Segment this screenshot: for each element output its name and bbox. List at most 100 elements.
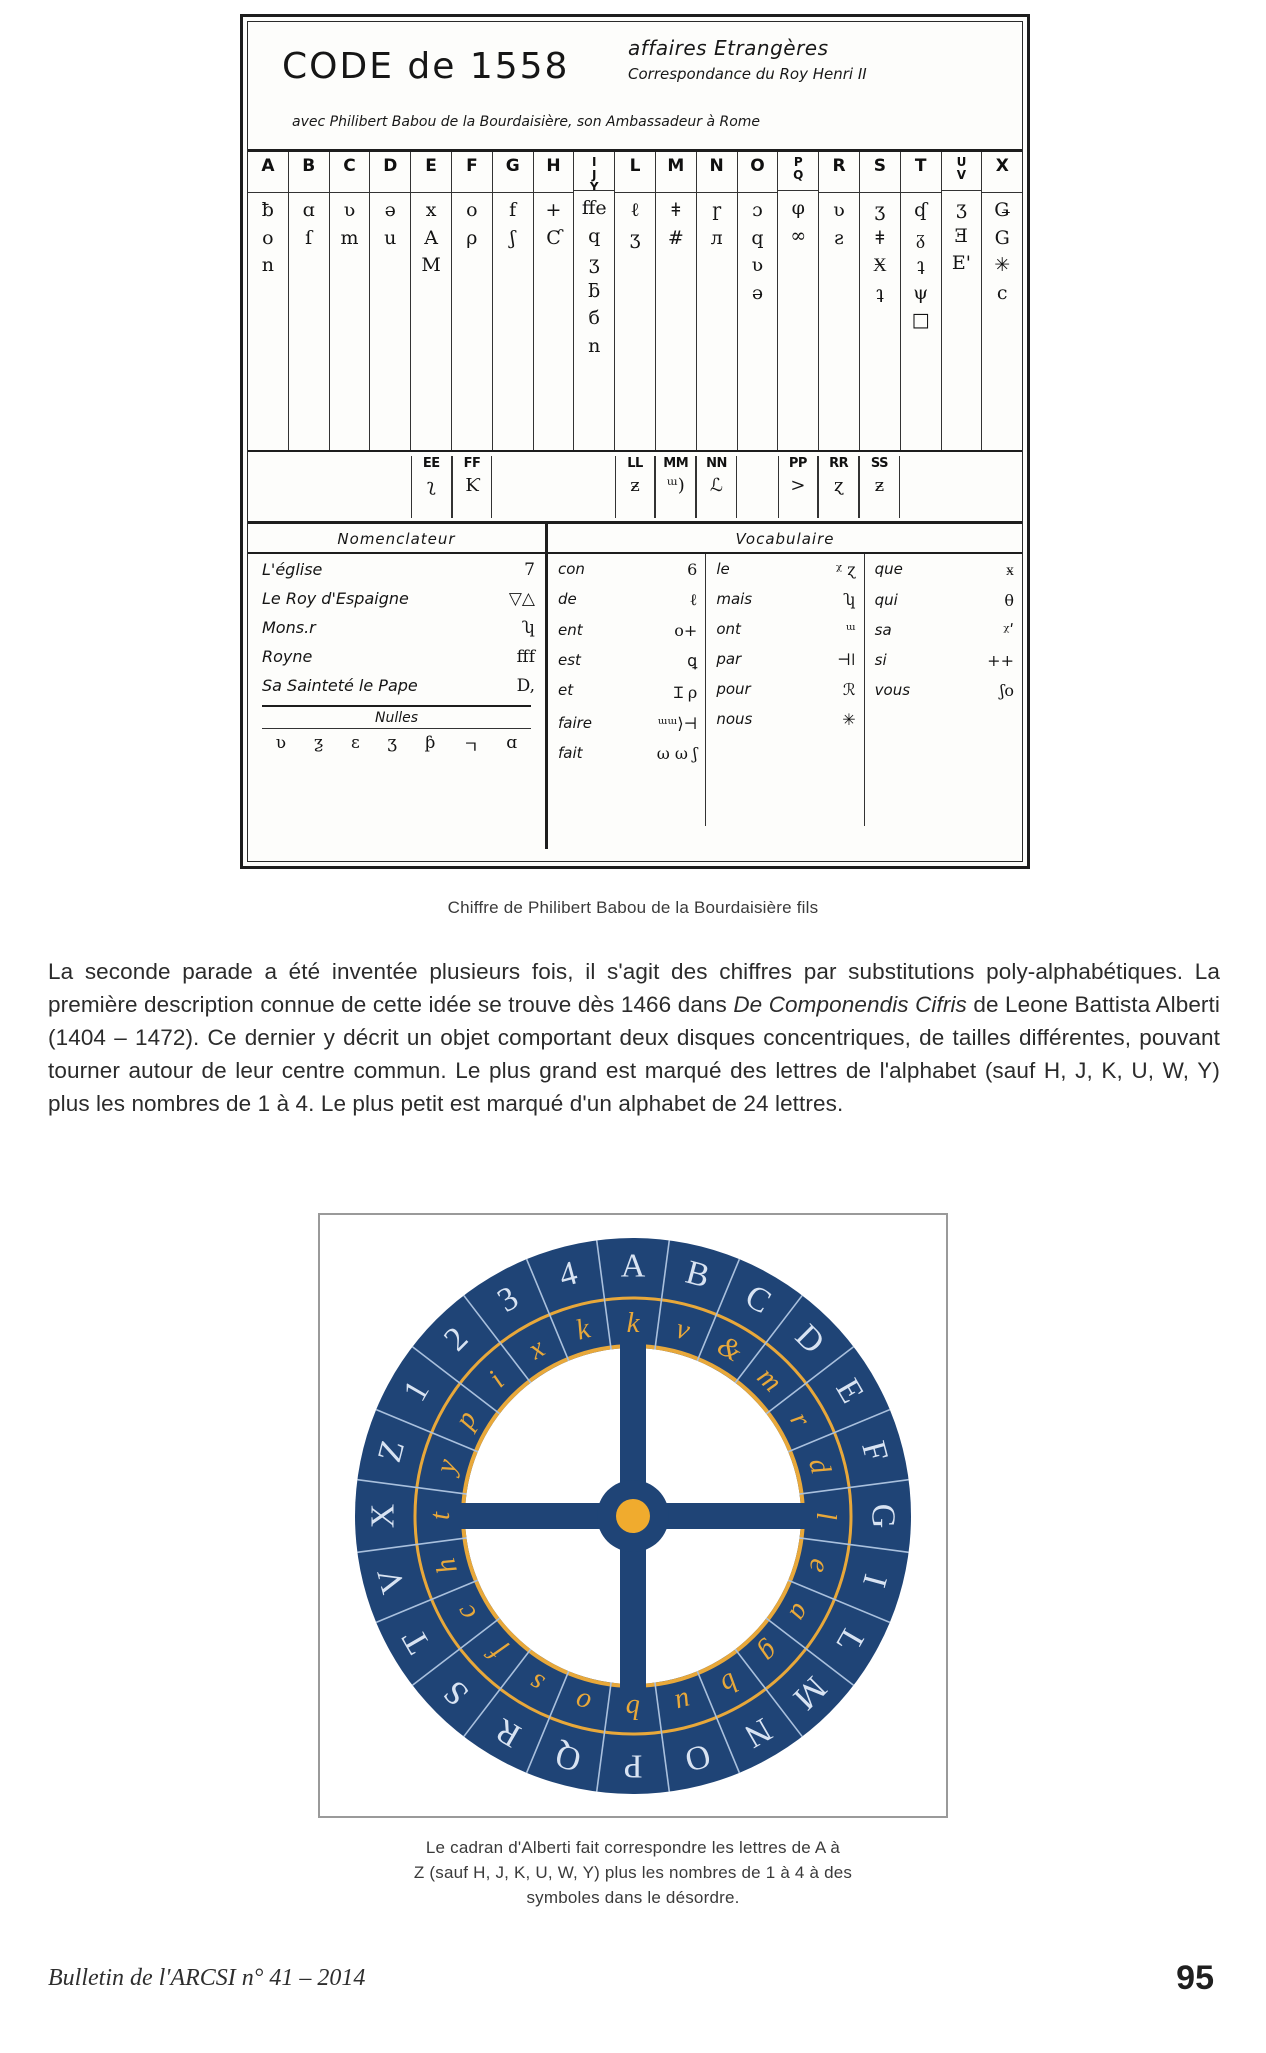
- vocabulaire-row: par ⊣ǀ: [716, 650, 855, 669]
- column-divider: [941, 190, 982, 191]
- disc-spoke: [633, 1502, 807, 1529]
- alphabet-column-header: E: [425, 156, 437, 176]
- column-divider: [778, 190, 819, 191]
- disc-hub-center: [616, 1498, 650, 1533]
- vocabulaire-symbol: 6: [687, 560, 698, 579]
- disc-sector-divider: [765, 1345, 855, 1414]
- nomenclateur-symbol: ▽△: [508, 589, 535, 609]
- nulle-symbol: ƺ: [313, 733, 324, 753]
- nomenclateur-word: Le Roy d'Espaigne: [262, 589, 409, 608]
- page-number: 95: [1176, 1959, 1214, 1997]
- alphabet-column-header: H: [546, 156, 561, 176]
- disc-sector-divider: [654, 1681, 671, 1792]
- nomenclateur-symbol: ʮ: [521, 618, 535, 638]
- vocabulaire-word: ont: [716, 620, 741, 638]
- vocabulaire-symbol: ʮ: [843, 590, 856, 609]
- disc-caption-line-3: symboles dans le désordre.: [526, 1888, 740, 1907]
- vocabulaire-pane: Vocabulaire con 6 de ℓ ent o+ est ꝗ et Ɪ ρ faire ᵚᵚ…: [548, 524, 1022, 849]
- column-divider: [248, 192, 288, 193]
- vocabulaire-word: que: [874, 560, 903, 578]
- facsimile-header: CODE de 1558 affaires Etrangères Corresp…: [248, 22, 1022, 152]
- vocabulaire-word: vous: [874, 681, 911, 699]
- vocabulaire-symbol: θ: [1004, 591, 1014, 610]
- disc-sector-divider: [411, 1617, 501, 1686]
- facsimile-inner-border: CODE de 1558 affaires Etrangères Corresp…: [247, 21, 1023, 862]
- disc-sector-divider: [595, 1239, 612, 1350]
- column-divider: [982, 192, 1023, 193]
- vocabulaire-row: si ++: [875, 651, 1014, 670]
- double-letter-symbol: ƶ: [630, 475, 640, 496]
- double-letter-symbol: Ƙ: [465, 475, 479, 496]
- disc-sector-divider: [799, 1536, 909, 1553]
- vocabulaire-word: sa: [874, 621, 892, 639]
- vocabulaire-symbol: ӿ: [1005, 560, 1014, 579]
- disc-inner-label: t: [424, 1511, 456, 1520]
- paragraph-part-2: de Leone Battista Alberti (1404 – 1472).…: [48, 992, 1220, 1116]
- vocabulaire-symbol: ᵡʹ: [1003, 621, 1014, 640]
- vocabulaire-row: et Ɪ ρ: [558, 681, 697, 703]
- nomenclateur-row: L'église 7: [262, 560, 535, 580]
- vocabulaire-row: que ӿ: [875, 560, 1014, 580]
- body-paragraph: La seconde parade a été inventée plusieu…: [48, 955, 1220, 1120]
- vocabulaire-word: pour: [716, 680, 751, 698]
- disc-outer-label: A: [621, 1247, 646, 1284]
- vocabulaire-word: si: [874, 651, 887, 669]
- cipher-symbols: ǂ #: [667, 199, 684, 249]
- alphabet-column-header: T: [914, 156, 927, 176]
- vocabulaire-symbol: ᵡ ɀ: [836, 560, 856, 579]
- disc-sector-divider: [765, 1617, 855, 1686]
- lower-panes: Nomenclateur L'église 7 Le Roy d'Espaigne ▽…: [248, 524, 1022, 849]
- column-divider: [696, 192, 737, 193]
- double-letter-cell: SS ƶ: [859, 456, 900, 518]
- disc-outer-label: X: [365, 1503, 402, 1528]
- vocabulaire-row: faire ᵚᵚ⟩⊣: [558, 714, 697, 733]
- disc-sector-divider: [696, 1670, 741, 1773]
- double-letter-cell: MM ᵚ): [655, 456, 697, 518]
- double-letter-label: NN: [706, 456, 727, 471]
- vocabulaire-word: con: [558, 560, 585, 578]
- alphabet-column-header: C: [343, 156, 356, 176]
- column-divider: [900, 192, 941, 193]
- cipher-symbols: ʠ ᵹ ʇ ψ □: [911, 199, 930, 332]
- nulle-symbol: ㄱ: [463, 738, 479, 758]
- double-letter-symbol: >: [790, 475, 806, 496]
- vocabulaire-symbol: ✳: [842, 710, 856, 729]
- cipher-symbols: φ ∞: [790, 197, 807, 247]
- disc-sector-divider: [411, 1345, 501, 1414]
- disc-caption-line-2: Z (sauf H, J, K, U, W, Y) plus les nombr…: [413, 1863, 853, 1882]
- column-divider: [288, 192, 329, 193]
- alphabet-column-header: D: [383, 156, 398, 176]
- double-letter-row: EE ʅ FF Ƙ LL ƶ MM ᵚ) NN ℒ PP > RR ɀ SS ƶ: [248, 452, 1022, 524]
- paragraph-part-1: La seconde parade a été inventée plusieu…: [48, 959, 1220, 1017]
- vocabulaire-word: le: [716, 560, 730, 578]
- nomenclateur-list: L'église 7 Le Roy d'Espaigne ▽△ Mons.r ʮ Royne…: [248, 554, 545, 696]
- alphabet-column-header: O: [750, 156, 765, 176]
- vocabulaire-word: par: [716, 650, 742, 668]
- alphabet-column-header: A: [261, 156, 275, 176]
- disc-sector-divider: [734, 1294, 803, 1383]
- cipher-symbols: + Ƈ: [545, 199, 562, 249]
- double-letter-cell: EE ʅ: [410, 456, 452, 518]
- table-caption: Chiffre de Philibert Babou de la Bourdai…: [447, 898, 819, 917]
- disc-sector-divider: [734, 1648, 803, 1737]
- double-letter-cell: NN ℒ: [696, 456, 737, 518]
- nulle-symbol: ɛ: [350, 733, 360, 753]
- double-letter-cell: RR ɀ: [818, 456, 860, 518]
- double-letter-cell: LL ƶ: [614, 456, 656, 518]
- alphabet-column-header: L: [629, 156, 641, 176]
- nomenclateur-pane: Nomenclateur L'église 7 Le Roy d'Espaigne ▽…: [248, 524, 548, 849]
